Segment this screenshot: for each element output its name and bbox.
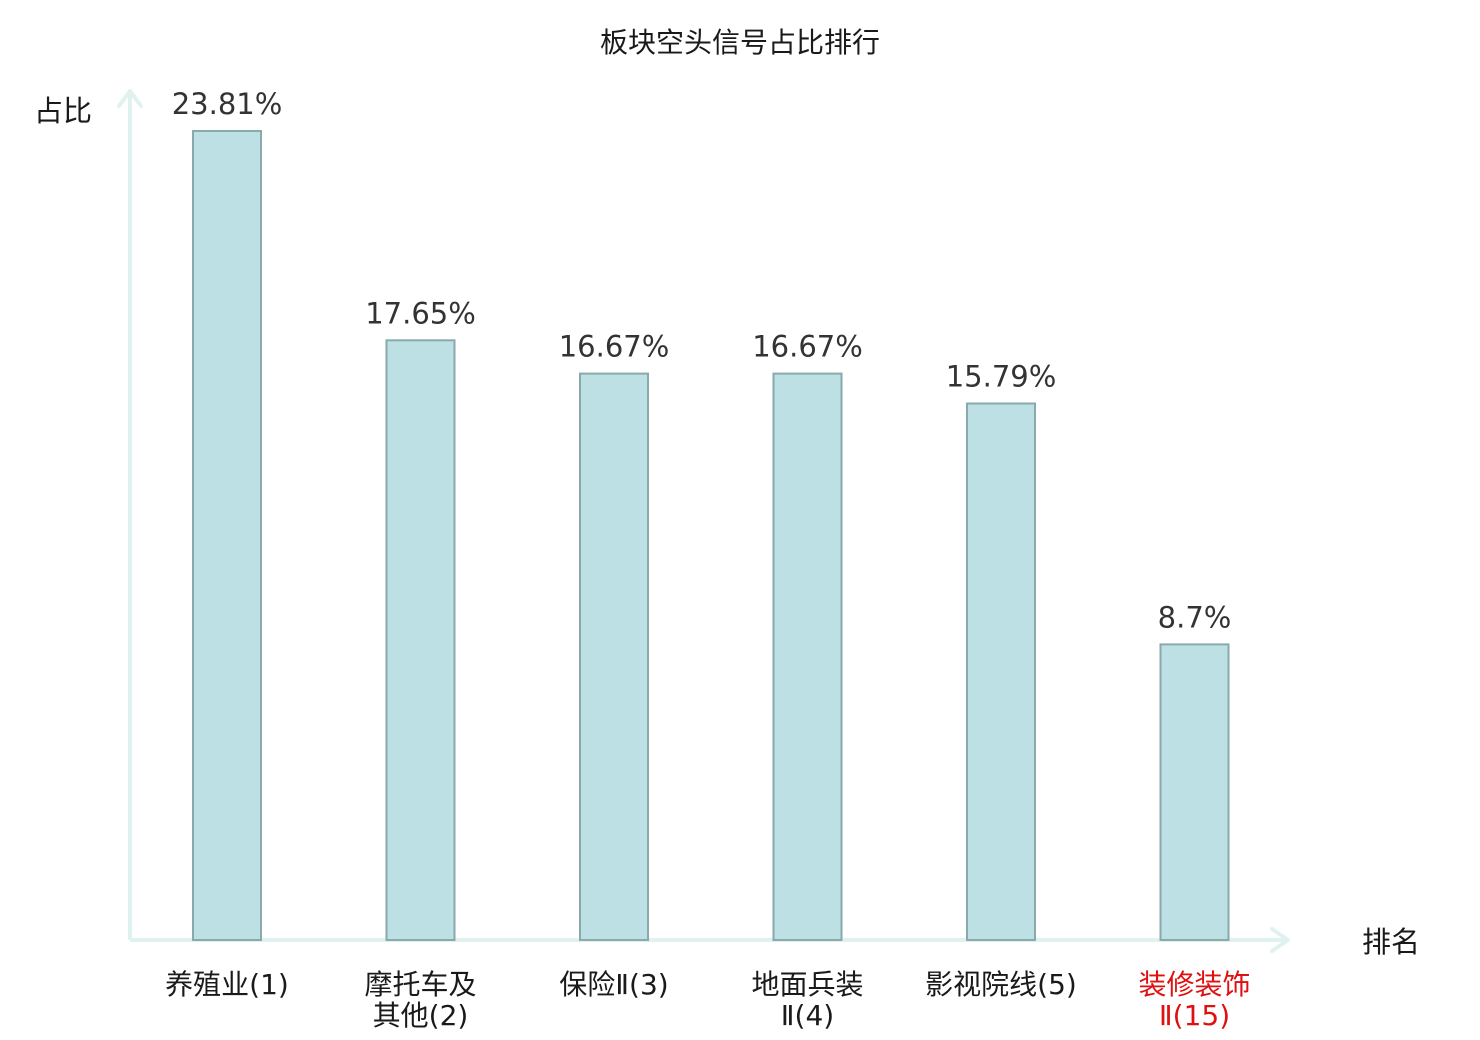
category-label-1-line-1: 养殖业(1) xyxy=(165,968,289,1001)
category-label-2-line-1: 摩托车及 xyxy=(364,968,476,1001)
bars-group xyxy=(192,130,1230,942)
value-label-4: 16.67% xyxy=(752,330,863,364)
bar-2 xyxy=(385,339,456,941)
category-label-6-line-1: 装修装饰 xyxy=(1138,968,1250,1001)
category-label-6-line-2: Ⅱ(15) xyxy=(1159,999,1230,1032)
value-label-1: 23.81% xyxy=(172,87,283,121)
y-axis xyxy=(117,89,143,940)
value-label-3: 16.67% xyxy=(559,330,670,364)
bar-3 xyxy=(579,372,649,941)
value-label-6: 8.7% xyxy=(1158,600,1232,634)
category-label-5-line-1: 影视院线(5) xyxy=(925,968,1077,1001)
value-label-5: 15.79% xyxy=(946,359,1057,393)
value-label-2: 17.65% xyxy=(365,296,476,330)
y-axis-label: 占比 xyxy=(34,94,92,128)
bar-6 xyxy=(1159,643,1230,942)
chart-title: 板块空头信号占比排行 xyxy=(600,26,880,59)
bar-4 xyxy=(772,372,843,941)
category-label-2-line-2: 其他(2) xyxy=(373,999,469,1032)
value-labels-group: 23.81% 17.65% 16.67% 16.67% 15.79% 8.7% xyxy=(172,87,1232,634)
category-label-4-line-2: Ⅱ(4) xyxy=(781,999,834,1032)
category-label-4-line-1: 地面兵装 xyxy=(751,968,863,1001)
x-axis xyxy=(130,927,1290,953)
bar-1 xyxy=(192,130,262,941)
bar-5 xyxy=(966,402,1036,941)
x-axis-label: 排名 xyxy=(1362,925,1420,959)
category-label-3-line-1: 保险Ⅱ(3) xyxy=(559,968,668,1001)
